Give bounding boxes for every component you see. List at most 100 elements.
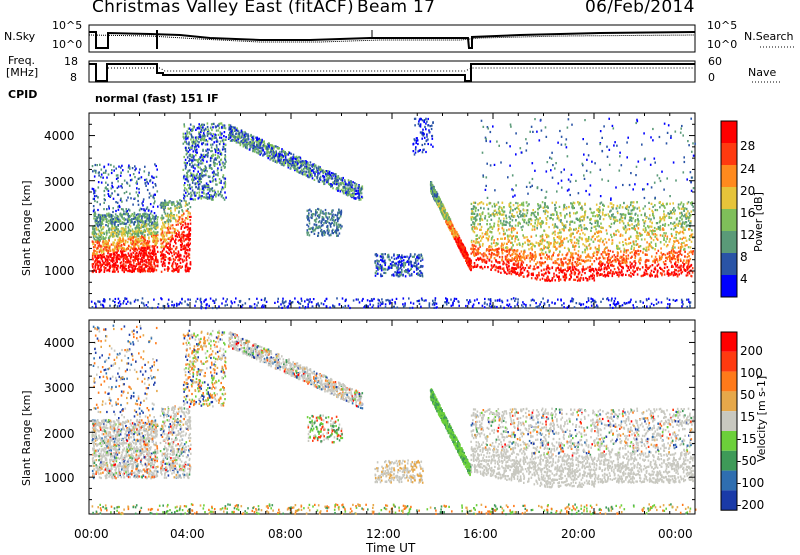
power-mark: [109, 253, 111, 255]
power-mark: [321, 234, 323, 236]
power-mark: [161, 261, 163, 263]
power-mark: [184, 182, 186, 184]
power-mark: [330, 213, 332, 215]
power-mark: [191, 159, 193, 161]
power-mark: [119, 213, 121, 215]
power-mark: [336, 188, 338, 190]
power-mark: [160, 217, 162, 219]
power-mark: [106, 177, 108, 179]
power-mark: [127, 248, 129, 250]
power-mark: [185, 205, 187, 207]
power-mark: [168, 228, 170, 230]
power-mark: [148, 270, 150, 272]
power-mark: [209, 167, 211, 169]
power-mark: [235, 133, 237, 135]
power-mark: [172, 224, 174, 226]
power-mark: [229, 132, 231, 134]
power-mark: [197, 161, 199, 163]
power-mark: [396, 257, 398, 259]
power-mark: [157, 259, 159, 261]
power-mark: [195, 144, 197, 146]
power-mark: [431, 191, 433, 193]
power-mark: [162, 263, 164, 265]
power-mark: [202, 149, 204, 151]
power-mark: [271, 157, 273, 159]
power-mark: [148, 236, 150, 238]
power-mark: [136, 214, 138, 216]
power-mark: [125, 240, 127, 242]
power-mark: [118, 186, 120, 188]
power-mark: [146, 220, 148, 222]
power-mark: [122, 227, 124, 229]
power-mark: [264, 143, 266, 145]
power-mark: [326, 175, 328, 177]
power-mark: [212, 133, 214, 135]
power-mark: [337, 235, 339, 237]
power-mark: [147, 183, 149, 185]
power-mark: [184, 195, 186, 197]
power-mark: [414, 139, 416, 141]
power-mark: [129, 193, 131, 195]
power-mark: [163, 248, 165, 250]
power-mark: [361, 196, 363, 198]
power-mark: [210, 127, 212, 129]
power-mark: [467, 258, 469, 260]
power-mark: [173, 245, 175, 247]
power-mark: [98, 261, 100, 263]
power-mark: [104, 237, 106, 239]
power-mark: [217, 167, 219, 169]
power-mark: [129, 174, 131, 176]
power-mark: [103, 172, 105, 174]
power-mark: [319, 226, 321, 228]
power-mark: [233, 136, 235, 138]
power-mark: [196, 149, 198, 151]
power-mark: [183, 133, 185, 135]
power-mark: [167, 204, 169, 206]
power-mark: [117, 242, 119, 244]
power-mark: [170, 232, 172, 234]
power-mark: [392, 264, 394, 266]
power-mark: [196, 192, 198, 194]
power-mark: [130, 230, 132, 232]
power-mark: [168, 248, 170, 250]
power-mark: [249, 144, 251, 146]
power-mark: [184, 259, 186, 261]
power-mark: [121, 183, 123, 185]
power-mark: [181, 241, 183, 243]
power-mark: [144, 247, 146, 249]
power-mark: [125, 218, 127, 220]
power-mark: [330, 226, 332, 228]
power-mark: [211, 123, 213, 125]
power-mark: [136, 249, 138, 251]
power-mark: [193, 179, 195, 181]
power-mark: [396, 274, 398, 276]
power-mark: [223, 143, 225, 145]
power-mark: [136, 191, 138, 193]
power-mark: [406, 261, 408, 263]
power-mark: [412, 256, 414, 258]
power-mark: [134, 212, 136, 214]
power-mark: [268, 143, 270, 145]
power-mark: [100, 263, 102, 265]
power-mark: [137, 259, 139, 261]
power-mark: [99, 224, 101, 226]
power-mark: [112, 241, 114, 243]
power-mark: [453, 236, 455, 238]
power-mark: [225, 150, 227, 152]
power-mark: [106, 249, 108, 251]
power-mark: [94, 235, 96, 237]
power-mark: [415, 142, 417, 144]
power-mark: [204, 168, 206, 170]
power-mark: [340, 183, 342, 185]
power-mark: [265, 146, 267, 148]
power-mark: [164, 207, 166, 209]
power-mark: [455, 236, 457, 238]
power-mark: [92, 263, 94, 265]
power-mark: [313, 229, 315, 231]
power-mark: [184, 251, 186, 253]
power-mark: [106, 232, 108, 234]
power-mark: [315, 221, 317, 223]
power-mark: [102, 218, 104, 220]
power-mark: [119, 223, 121, 225]
power-mark: [128, 260, 130, 262]
